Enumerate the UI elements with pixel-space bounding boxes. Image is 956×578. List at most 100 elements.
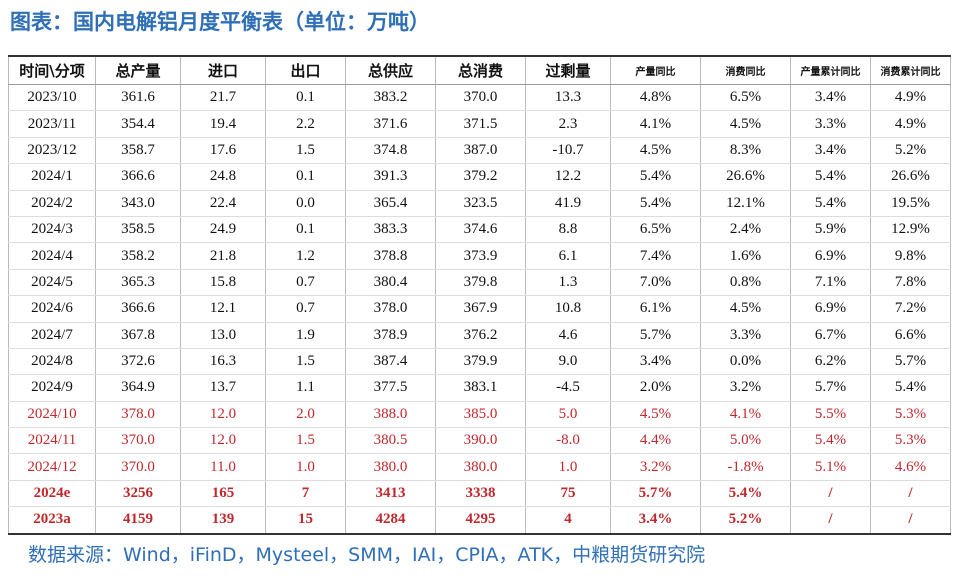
table-cell: 15: [265, 506, 346, 535]
table-cell: 2023/12: [8, 137, 96, 165]
table-cell: 377.5: [345, 374, 436, 402]
table-cell: 4.6: [525, 322, 611, 349]
table-row: 2023/12 358.7 17.6 1.5 374.8 387.0 -10.7 4.5% 8.…: [8, 137, 951, 165]
table-cell: 370.0: [435, 84, 526, 112]
table-cell: -10.7: [525, 137, 611, 165]
table-cell: 15.8: [180, 269, 266, 297]
table-row: 2024/7 367.8 13.0 1.9 378.9 376.2 4.6 5.7% 3.3% 6…: [8, 322, 951, 349]
table-cell: 6.5%: [610, 216, 701, 244]
table-row: 2024/11 370.0 12.0 1.5 380.5 390.0 -8.0 4.4% 5.0…: [8, 427, 951, 455]
header-cell: 消费累计同比: [870, 55, 951, 85]
table-cell: 372.6: [95, 348, 181, 376]
table-cell: 323.5: [435, 190, 526, 217]
table-cell: 378.0: [345, 295, 436, 323]
table-cell: /: [790, 506, 871, 535]
table-cell: 3338: [435, 480, 526, 508]
table-cell: 5.0%: [700, 427, 791, 455]
table-cell: 2024/6: [8, 295, 96, 323]
table-row: 2024/1 366.6 24.8 0.1 391.3 379.2 12.2 5.4% 26.6…: [8, 163, 951, 191]
table-cell: 383.2: [345, 84, 436, 112]
table-cell: 2024e: [8, 480, 96, 508]
table-cell: 2024/7: [8, 322, 96, 349]
table-cell: 5.4%: [790, 163, 871, 191]
table-row: 2024/6 366.6 12.1 0.7 378.0 367.9 10.8 6.1% 4.5%…: [8, 295, 951, 323]
table-cell: 4.9%: [870, 84, 951, 112]
table-cell: 371.5: [435, 110, 526, 138]
table-row: 2024e 3256 165 7 3413 3338 75 5.7% 5.4% / /: [8, 480, 951, 508]
table-cell: 370.0: [95, 427, 181, 455]
table-cell: 364.9: [95, 374, 181, 402]
table-cell: 6.9%: [790, 295, 871, 323]
table-cell: 366.6: [95, 163, 181, 191]
table-cell: 2024/2: [8, 190, 96, 217]
table-row: 2024/4 358.2 21.8 1.2 378.8 373.9 6.1 7.4% 1.6% 6…: [8, 242, 951, 270]
table-cell: 380.5: [345, 427, 436, 455]
table-cell: 4.6%: [870, 453, 951, 481]
table-cell: 2024/11: [8, 427, 96, 455]
table-cell: 7.0%: [610, 269, 701, 297]
table-cell: 387.0: [435, 137, 526, 165]
table-cell: 4: [525, 506, 611, 535]
table-cell: 4.1%: [700, 401, 791, 429]
table-cell: 0.1: [265, 163, 346, 191]
table-row: 2024/9 364.9 13.7 1.1 377.5 383.1 -4.5 2.0% 3.2%…: [8, 374, 951, 402]
table-cell: 4159: [95, 506, 181, 535]
table-cell: 390.0: [435, 427, 526, 455]
header-row: 时间\分项 总产量 进口 出口 总供应 总消费 过剩量 产量同比 消费同比 产量累计同比 消费累计同…: [8, 55, 951, 85]
table-cell: 379.9: [435, 348, 526, 376]
table-cell: 1.9: [265, 322, 346, 349]
table-cell: 3.3%: [790, 110, 871, 138]
table-cell: 385.0: [435, 401, 526, 429]
table-cell: 5.3%: [870, 427, 951, 455]
table-cell: 1.5: [265, 137, 346, 165]
table-cell: 2024/9: [8, 374, 96, 402]
table-cell: 9.8%: [870, 242, 951, 270]
table-cell: 373.9: [435, 242, 526, 270]
table-cell: 2023a: [8, 506, 96, 535]
table-cell: /: [870, 480, 951, 508]
header-cell: 总产量: [95, 55, 181, 85]
table-cell: 26.6%: [700, 163, 791, 191]
table-cell: 12.0: [180, 427, 266, 455]
table-cell: 4.1%: [610, 110, 701, 138]
table-cell: 4.5%: [700, 295, 791, 323]
table-cell: 3.2%: [700, 374, 791, 402]
header-cell: 产量同比: [610, 55, 701, 85]
table-cell: 75: [525, 480, 611, 508]
table-row: 2024/10 378.0 12.0 2.0 388.0 385.0 5.0 4.5% 4.1%…: [8, 401, 951, 429]
table-cell: 2024/10: [8, 401, 96, 429]
table-cell: 0.7: [265, 269, 346, 297]
table-cell: 6.9%: [790, 242, 871, 270]
table-cell: 0.7: [265, 295, 346, 323]
table-cell: 21.8: [180, 242, 266, 270]
table-cell: 8.3%: [700, 137, 791, 165]
table-cell: 3.4%: [790, 137, 871, 165]
table-cell: 4295: [435, 506, 526, 535]
table-cell: 3413: [345, 480, 436, 508]
source-note: 数据来源：Wind，iFinD，Mysteel，SMM，IAI，CPIA，ATK…: [28, 544, 706, 566]
table-cell: 12.1%: [700, 190, 791, 217]
table-cell: 388.0: [345, 401, 436, 429]
table-cell: 5.4%: [610, 163, 701, 191]
table-cell: 1.5: [265, 427, 346, 455]
table-cell: 2.4%: [700, 216, 791, 244]
table-cell: 16.3: [180, 348, 266, 376]
table-cell: 17.6: [180, 137, 266, 165]
table-cell: 13.3: [525, 84, 611, 112]
table-cell: 3.4%: [610, 506, 701, 535]
table-cell: 1.3: [525, 269, 611, 297]
table-cell: 5.7%: [610, 480, 701, 508]
table-cell: 4.5%: [610, 401, 701, 429]
table-cell: 5.1%: [790, 453, 871, 481]
table-cell: 5.3%: [870, 401, 951, 429]
table-cell: 2024/1: [8, 163, 96, 191]
table-cell: 8.8: [525, 216, 611, 244]
table-cell: 365.3: [95, 269, 181, 297]
table-cell: 378.0: [95, 401, 181, 429]
table-cell: 6.7%: [790, 322, 871, 349]
table-cell: 0.0: [265, 190, 346, 217]
table-row: 2024/8 372.6 16.3 1.5 387.4 379.9 9.0 3.4% 0.0% 6…: [8, 348, 951, 376]
table-cell: 6.5%: [700, 84, 791, 112]
table-cell: 6.1%: [610, 295, 701, 323]
